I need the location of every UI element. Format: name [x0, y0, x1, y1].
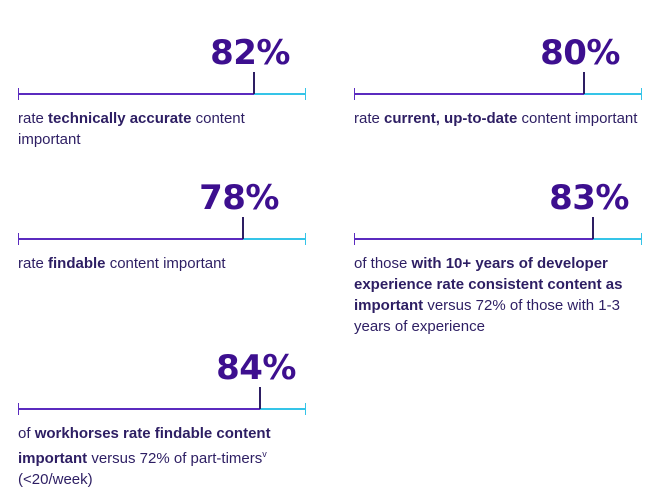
description-emphasis: workhorses rate findable content importa… — [18, 425, 271, 467]
scale-start-tick — [354, 233, 355, 245]
stat-scale — [18, 387, 306, 415]
description-text: v — [262, 449, 267, 459]
value-marker — [253, 72, 255, 94]
description-emphasis: with 10+ years of developer experience r… — [354, 255, 623, 314]
stat-scale — [18, 72, 306, 100]
description-text: content important — [18, 110, 245, 148]
scale-end-tick — [305, 403, 306, 415]
stat-card-technically-accurate: 82% rate technically accurate content imp… — [18, 36, 306, 156]
scale-filled-segment — [18, 238, 243, 240]
scale-remaining-segment — [584, 93, 642, 95]
stat-value: 84% — [216, 348, 296, 388]
stat-value: 83% — [549, 178, 629, 218]
scale-remaining-segment — [254, 93, 306, 95]
scale-start-tick — [18, 403, 19, 415]
description-text: versus 72% of those with 1-3 years of ex… — [354, 297, 620, 335]
stat-value: 80% — [540, 33, 620, 73]
scale-remaining-segment — [593, 238, 642, 240]
description-text: rate — [18, 110, 49, 127]
stat-card-consistent-content: 83% of those with 10+ years of developer … — [354, 181, 642, 341]
scale-filled-segment — [18, 408, 260, 410]
stat-card-findable: 78% rate findable content important — [18, 181, 306, 281]
value-marker — [259, 387, 261, 409]
description-emphasis: findable — [48, 255, 106, 272]
scale-end-tick — [305, 233, 306, 245]
scale-remaining-segment — [260, 408, 306, 410]
description-text: (<20/week) — [18, 471, 93, 488]
value-marker — [592, 217, 594, 239]
description-text: of — [18, 425, 35, 442]
value-marker — [242, 217, 244, 239]
description-text: content important — [105, 255, 226, 272]
description-emphasis: current, up-to-date — [384, 110, 518, 127]
stat-card-current-up-to-date: 80% rate current, up-to-date content impo… — [354, 36, 642, 156]
scale-start-tick — [354, 88, 355, 100]
description-text: versus 72% of part-timers — [87, 450, 263, 467]
stat-description: rate technically accurate content import… — [18, 108, 306, 150]
stat-description: of those with 10+ years of developer exp… — [354, 253, 642, 337]
stat-scale — [18, 217, 306, 245]
description-text: content important — [517, 110, 638, 127]
scale-end-tick — [641, 233, 642, 245]
stat-card-workhorses: 84% of workhorses rate findable content i… — [18, 351, 306, 491]
stat-description: rate findable content important — [18, 253, 306, 274]
value-marker — [583, 72, 585, 94]
stat-scale — [354, 217, 642, 245]
scale-filled-segment — [18, 93, 254, 95]
description-text: rate — [354, 110, 385, 127]
scale-start-tick — [18, 233, 19, 245]
scale-end-tick — [305, 88, 306, 100]
scale-start-tick — [18, 88, 19, 100]
scale-filled-segment — [354, 238, 593, 240]
stat-value: 78% — [199, 178, 279, 218]
scale-end-tick — [641, 88, 642, 100]
scale-filled-segment — [354, 93, 584, 95]
description-text: of those — [354, 255, 412, 272]
stat-value: 82% — [210, 33, 290, 73]
stat-description: rate current, up-to-date content importa… — [354, 108, 642, 129]
stat-scale — [354, 72, 642, 100]
description-text: rate — [18, 255, 49, 272]
scale-remaining-segment — [243, 238, 306, 240]
description-emphasis: technically accurate — [48, 110, 192, 127]
stat-description: of workhorses rate findable content impo… — [18, 423, 306, 490]
